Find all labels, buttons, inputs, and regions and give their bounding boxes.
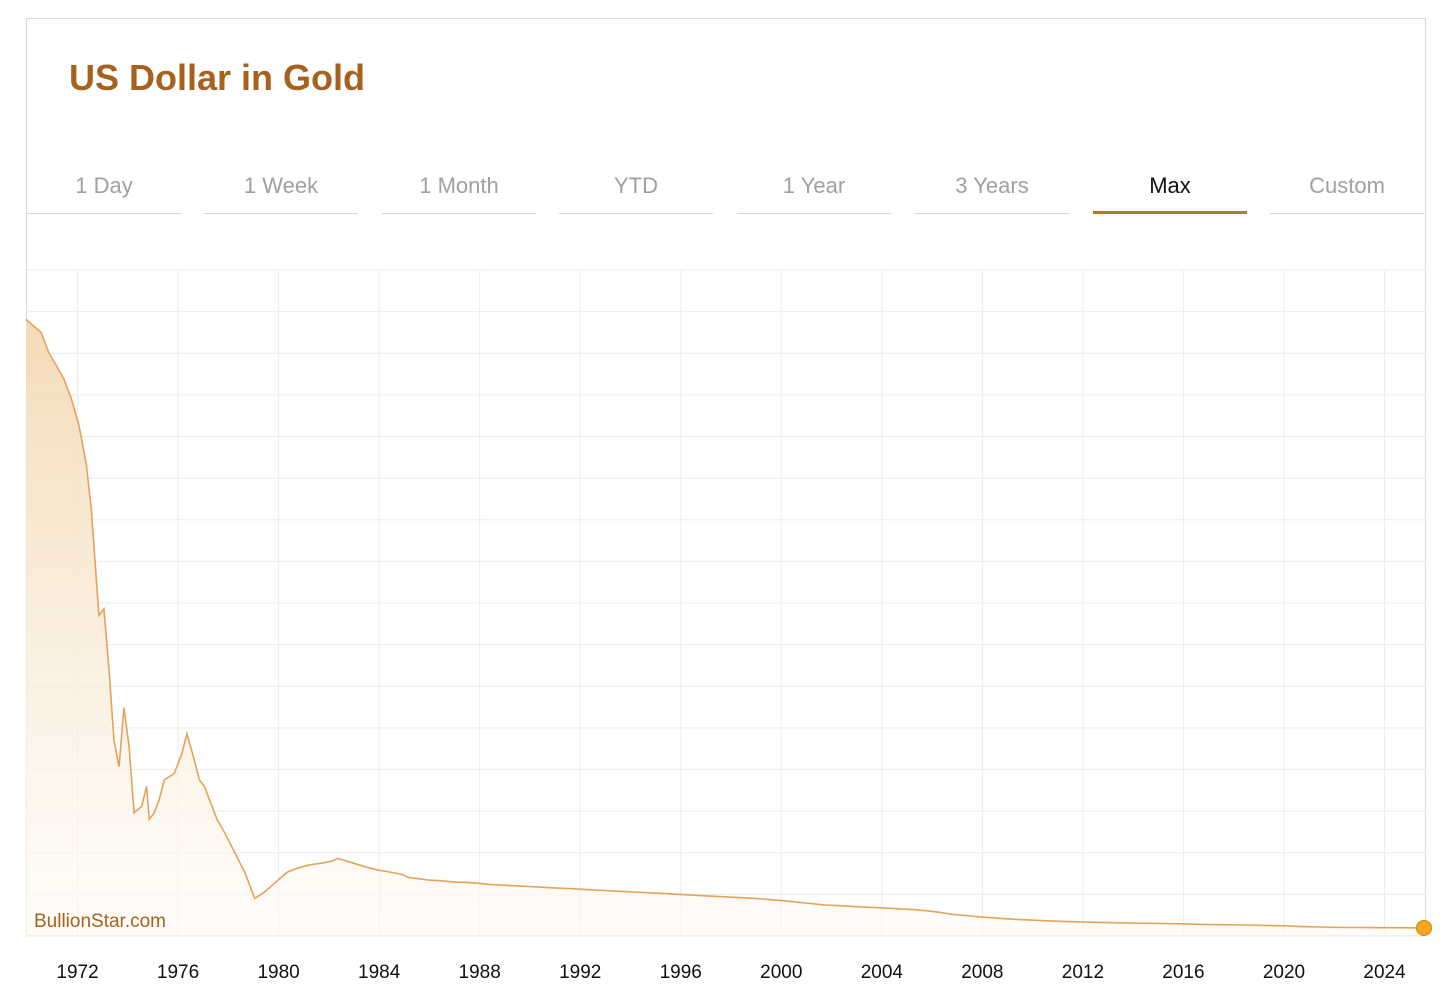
watermark: BullionStar.com bbox=[34, 911, 166, 932]
x-tick-label: 1980 bbox=[257, 962, 299, 983]
tab-1-year[interactable]: 1 Year bbox=[737, 169, 891, 214]
last-point-marker[interactable] bbox=[1415, 919, 1433, 937]
x-tick-label: 1972 bbox=[56, 962, 98, 983]
tab-ytd[interactable]: YTD bbox=[559, 169, 713, 214]
tab-custom[interactable]: Custom bbox=[1270, 169, 1424, 214]
x-tick-label: 1992 bbox=[559, 962, 601, 983]
x-tick-label: 2016 bbox=[1162, 962, 1204, 983]
series-area bbox=[26, 319, 1426, 936]
x-axis-ticks: 1972 1976 1980 1984 1988 1992 1996 2000 2004 2008… bbox=[56, 962, 1406, 983]
range-tabs: 1 Day 1 Week 1 Month YTD 1 Year 3 Years Max Cus… bbox=[27, 169, 1425, 215]
tab-1-day[interactable]: 1 Day bbox=[27, 169, 181, 214]
grid bbox=[26, 269, 1426, 937]
x-tick-label: 2004 bbox=[861, 962, 904, 983]
tab-3-years[interactable]: 3 Years bbox=[915, 169, 1069, 214]
tab-1-week[interactable]: 1 Week bbox=[204, 169, 358, 214]
x-tick-label: 1996 bbox=[660, 962, 702, 983]
page-title: US Dollar in Gold bbox=[69, 57, 366, 98]
series-line bbox=[25, 318, 1426, 929]
tab-max[interactable]: Max bbox=[1093, 169, 1247, 214]
x-tick-label: 1976 bbox=[157, 962, 199, 983]
x-tick-label: 1984 bbox=[358, 962, 401, 983]
x-tick-label: 2008 bbox=[961, 962, 1003, 983]
tab-1-month[interactable]: 1 Month bbox=[382, 169, 536, 214]
x-tick-label: 2012 bbox=[1062, 962, 1104, 983]
x-tick-label: 2020 bbox=[1263, 962, 1305, 983]
x-tick-label: 1988 bbox=[459, 962, 501, 983]
x-tick-label: 2024 bbox=[1363, 962, 1406, 983]
chart-card: US Dollar in Gold 1 Day 1 Week 1 Month YTD 1… bbox=[26, 18, 1426, 936]
x-tick-label: 2000 bbox=[760, 962, 802, 983]
